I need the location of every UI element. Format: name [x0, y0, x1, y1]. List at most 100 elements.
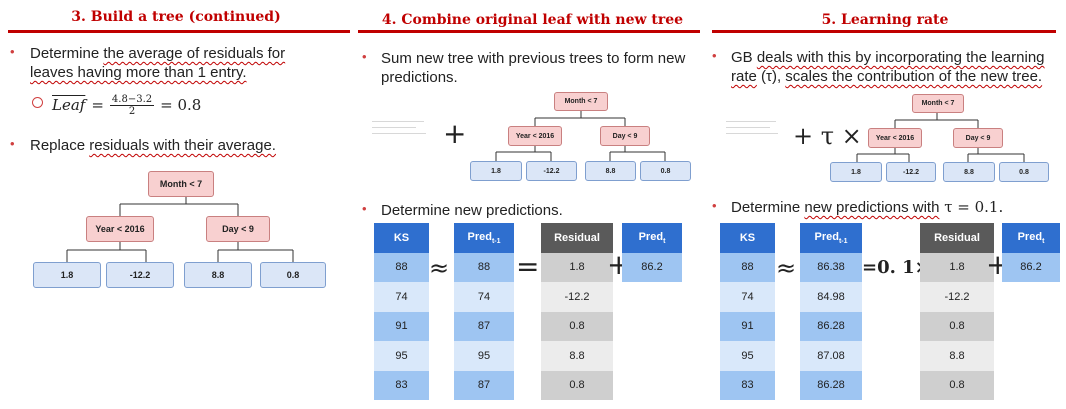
col2-pred-prev-column: Predt-1 88 74 87 95 87: [454, 223, 514, 400]
col2-bullet2: Determine new predictions.: [381, 202, 563, 219]
col3-ks-column: KS 88 74 91 95 83: [720, 223, 775, 400]
cell-ks: 95: [374, 341, 429, 371]
cell-residual: 1.8: [920, 252, 994, 282]
bullet-icon: •: [10, 44, 15, 59]
tree1-root-node: Month < 7: [148, 171, 214, 197]
bullet-icon: •: [712, 48, 717, 63]
cell-residual: 0.8: [920, 311, 994, 341]
tree3-leaf: 0.8: [999, 162, 1049, 182]
cell-residual: 8.8: [920, 341, 994, 371]
cell-pred: 86.2: [622, 252, 682, 282]
cell-ks: 91: [374, 311, 429, 341]
col2-bullet1: Sum new tree with previous trees to form…: [381, 50, 686, 86]
cell-residual: 0.8: [541, 311, 613, 341]
tree1-right-node: Day < 9: [206, 216, 270, 242]
header-pred: Predt: [622, 223, 682, 253]
cell-pred-prev: 87: [454, 311, 514, 341]
faint-prior-tree: [372, 121, 424, 122]
cell-ks: 74: [374, 282, 429, 312]
header-residual: Residual: [920, 223, 994, 253]
cell-residual: -12.2: [541, 282, 613, 312]
header-pred-prev: Predt-1: [800, 223, 862, 253]
faint-prior-tree: [726, 127, 770, 128]
tree1-leaf: -12.2: [106, 262, 174, 288]
col3-pred-prev-column: Predt-1 86.38 84.98 86.28 87.08 86.28: [800, 223, 862, 400]
equals-sign: =: [516, 250, 540, 283]
col1-bullet1: Determine the average of residuals for l…: [30, 45, 286, 81]
tree3-right-node: Day < 9: [953, 128, 1003, 148]
tree2-leaf: -12.2: [526, 161, 577, 181]
tree2-leaf: 0.8: [640, 161, 691, 181]
col2-ks-column: KS 88 74 91 95 83: [374, 223, 429, 400]
cell-pred-prev: 86.28: [800, 311, 862, 341]
cell-residual: -12.2: [920, 282, 994, 312]
tree3-connectors: [856, 113, 1025, 162]
cell-pred-prev: 87: [454, 370, 514, 400]
cell-pred-prev: 95: [454, 341, 514, 371]
bullet-icon: •: [712, 198, 717, 213]
cell-pred-prev: 86.28: [800, 370, 862, 400]
faint-prior-tree: [726, 133, 778, 134]
equals-tau-times: =0. 1×: [862, 257, 930, 278]
col3-title: 5. Learning rate: [821, 12, 949, 28]
col1-rule: [8, 30, 350, 33]
cell-residual: 0.8: [920, 370, 994, 400]
leaf-formula: Leaf = 4.8−3.2 2 = 0.8: [52, 93, 202, 117]
cell-ks: 83: [720, 370, 775, 400]
header-ks: KS: [374, 223, 429, 253]
sub-bullet-icon: [32, 97, 43, 108]
bullet-icon: •: [362, 49, 367, 64]
tree2-root-node: Month < 7: [554, 92, 608, 111]
tree2-connectors: [495, 111, 666, 161]
col3-bullet1: GB deals with this by incorporating the …: [731, 49, 1045, 85]
tree2-left-node: Year < 2016: [508, 126, 562, 146]
approx-sign: ≈: [429, 254, 450, 282]
header-pred: Predt: [1002, 223, 1060, 253]
col2-rule: [358, 30, 700, 33]
bullet-icon: •: [362, 201, 367, 216]
col3-pred-column: Predt 86.2: [1002, 223, 1060, 282]
cell-ks: 74: [720, 282, 775, 312]
header-ks: KS: [720, 223, 775, 253]
cell-pred-prev: 74: [454, 282, 514, 312]
cell-ks: 88: [374, 252, 429, 282]
tree1-leaf: 1.8: [33, 262, 101, 288]
cell-residual: 8.8: [541, 341, 613, 371]
col1-bullet2: Replace residuals with their average.: [30, 137, 276, 154]
tree2-right-node: Day < 9: [600, 126, 650, 146]
tree3-root-node: Month < 7: [912, 94, 964, 113]
tree3-leaf: 1.8: [830, 162, 882, 182]
tree1-connectors: [66, 197, 294, 262]
header-residual: Residual: [541, 223, 613, 253]
plus-tau-times: + τ ×: [793, 122, 862, 150]
plus-sign: +: [443, 117, 467, 150]
cell-ks: 91: [720, 311, 775, 341]
faint-prior-tree: [372, 133, 426, 134]
cell-pred-prev: 88: [454, 252, 514, 282]
bullet-icon: •: [10, 136, 15, 151]
tree3-left-node: Year < 2016: [868, 128, 922, 148]
tree1-leaf: 8.8: [184, 262, 252, 288]
tree1-leaf: 0.8: [260, 262, 326, 288]
col3-bullet2: Determine new predictions with τ = 0.1.: [731, 198, 1004, 216]
tree2-leaf: 8.8: [585, 161, 636, 181]
cell-pred-prev: 84.98: [800, 282, 862, 312]
col1-title: 3. Build a tree (continued): [71, 9, 281, 25]
tree3-leaf: -12.2: [886, 162, 936, 182]
header-pred-prev: Predt-1: [454, 223, 514, 253]
cell-residual: 1.8: [541, 252, 613, 282]
cell-pred: 86.2: [1002, 252, 1060, 282]
cell-pred-prev: 87.08: [800, 341, 862, 371]
faint-prior-tree: [372, 127, 416, 128]
col2-residual-column: Residual 1.8 -12.2 0.8 8.8 0.8: [541, 223, 613, 400]
faint-prior-tree: [726, 121, 776, 122]
col3-rule: [712, 30, 1056, 33]
tree2-leaf: 1.8: [470, 161, 522, 181]
approx-sign: ≈: [776, 254, 797, 282]
cell-ks: 83: [374, 370, 429, 400]
cell-ks: 88: [720, 252, 775, 282]
tree3-leaf: 8.8: [943, 162, 995, 182]
cell-ks: 95: [720, 341, 775, 371]
col2-pred-column: Predt 86.2: [622, 223, 682, 282]
cell-pred-prev: 86.38: [800, 252, 862, 282]
